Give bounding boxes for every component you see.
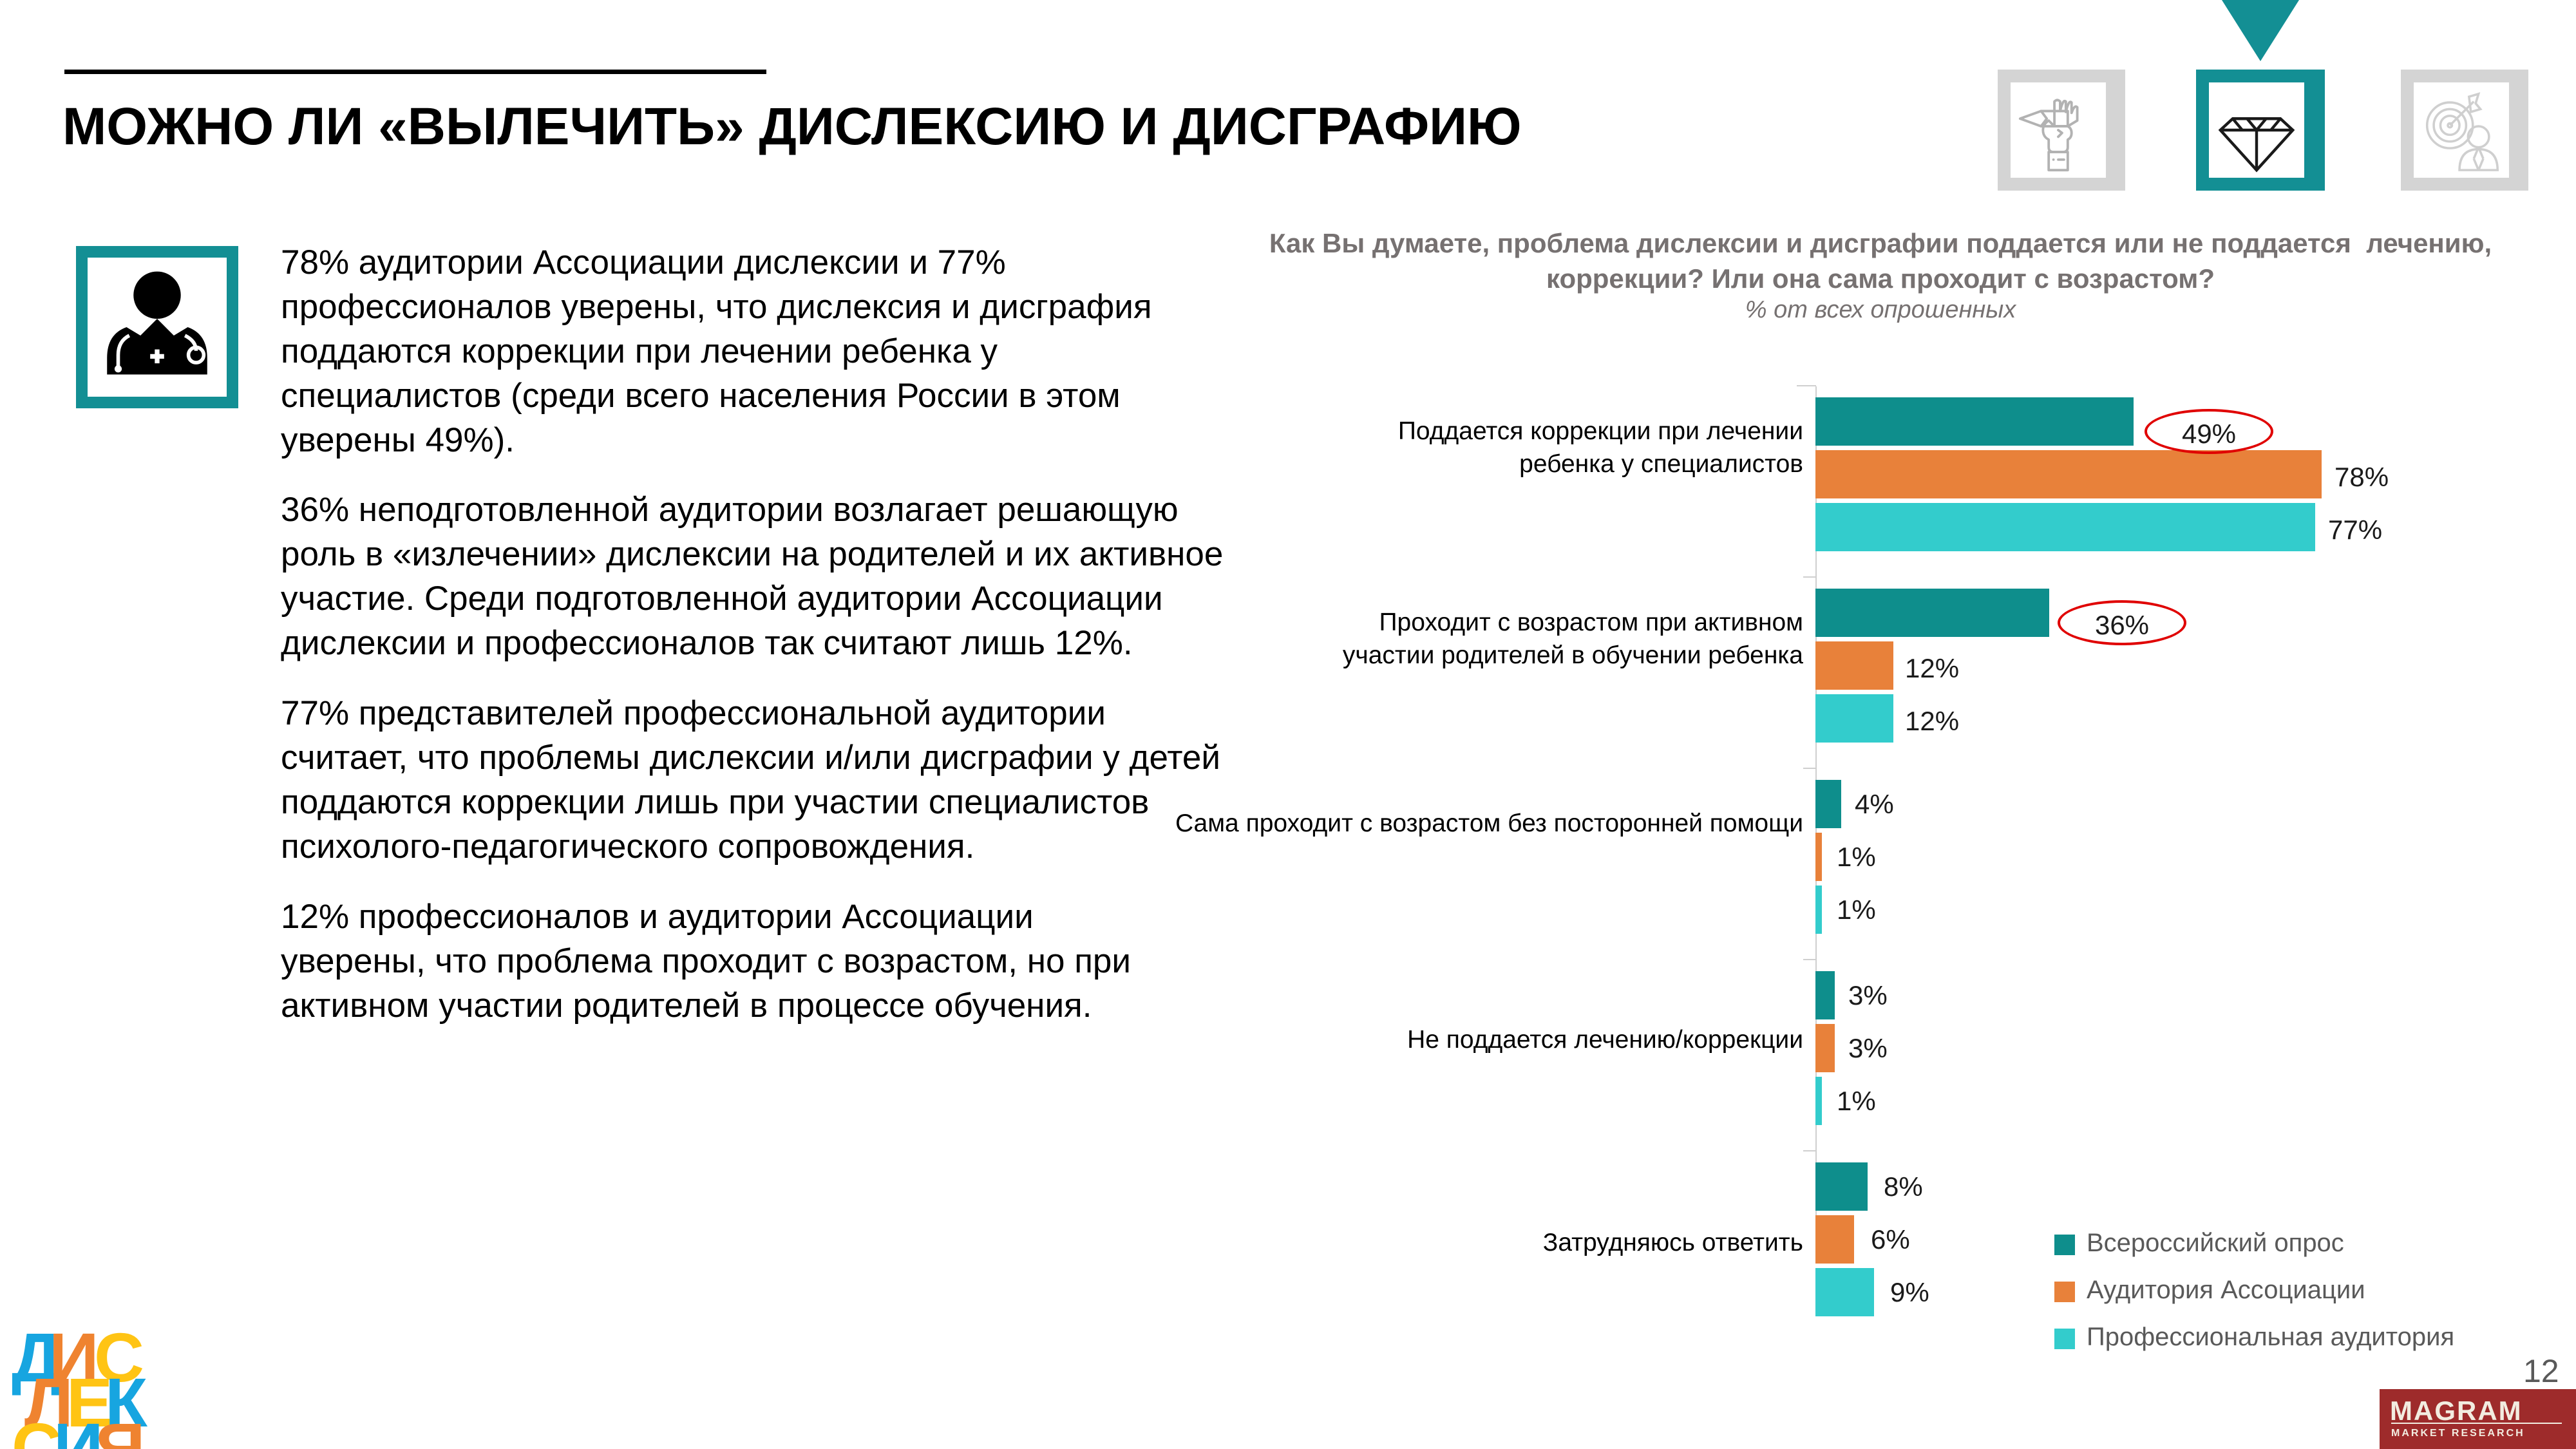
svg-text:Я: Я bbox=[95, 1408, 146, 1449]
